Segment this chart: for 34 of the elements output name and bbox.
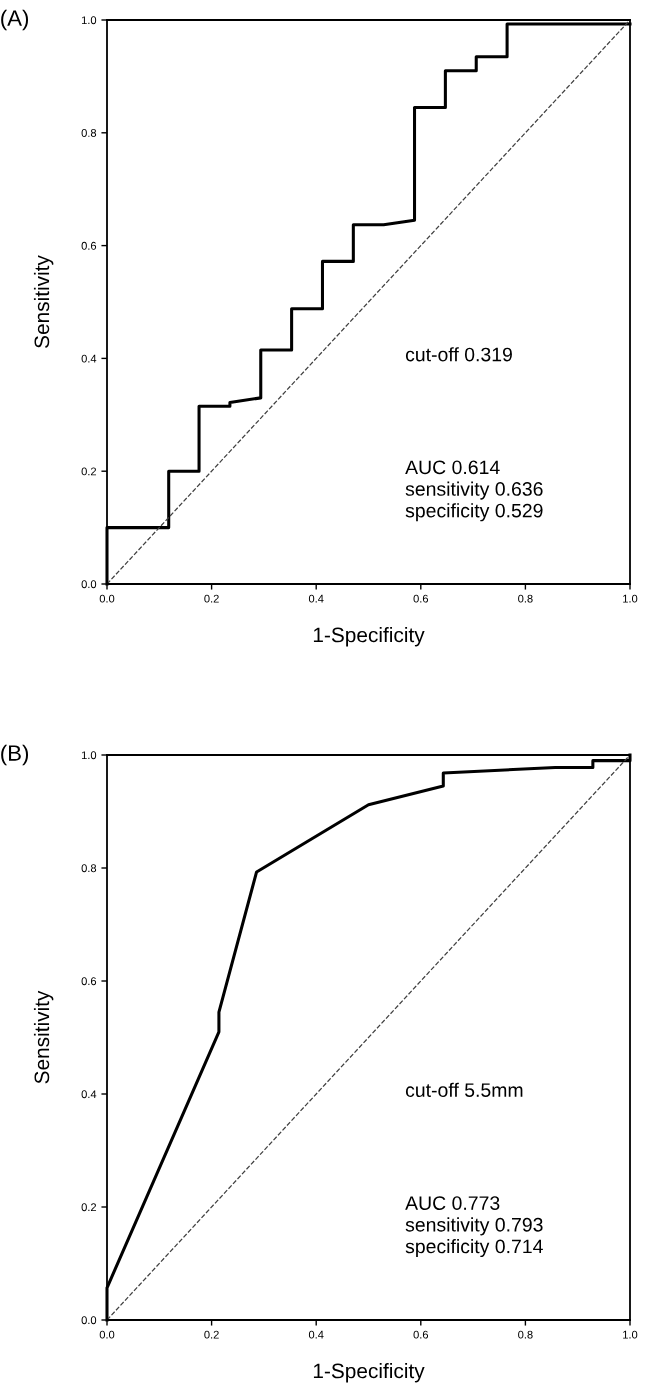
x-tick-label: 0.2 — [204, 1330, 219, 1339]
x-tick-label: 1.0 — [623, 594, 638, 603]
y-tick-label: 1.0 — [81, 16, 97, 25]
x-tick-label: 0.6 — [413, 1330, 429, 1339]
annotation: AUC 0.614 sensitivity 0.636 specificity 0.529 — [405, 460, 543, 522]
y-tick-label: 0.2 — [81, 467, 97, 476]
y-tick-label: 0.4 — [81, 354, 97, 363]
annotation: cut-off 0.319 — [405, 347, 512, 362]
y-tick-label: 0.6 — [81, 241, 97, 250]
x-tick-label: 0.4 — [308, 594, 324, 603]
y-tick-label: 1.0 — [81, 751, 97, 760]
y-tick-label: 0.6 — [81, 977, 97, 986]
y-tick-label: 0.8 — [81, 864, 97, 873]
x-axis-title: 1-Specificity — [313, 627, 425, 647]
y-tick-label: 0.0 — [81, 580, 97, 589]
chart-title: (B) — [1, 744, 29, 766]
x-tick-label: 0.8 — [518, 594, 533, 603]
x-tick-label: 0.0 — [99, 1330, 115, 1339]
y-tick-label: 0.4 — [81, 1090, 97, 1099]
x-tick-label: 0.0 — [99, 594, 115, 603]
annotation: AUC 0.773 sensitivity 0.793 specificity 0.714 — [405, 1196, 543, 1258]
x-axis-title: 1-Specificity — [313, 1363, 425, 1383]
x-tick-label: 0.6 — [413, 594, 429, 603]
y-tick-label: 0.2 — [81, 1203, 97, 1212]
x-tick-label: 0.4 — [308, 1330, 324, 1339]
annotation: cut-off 5.5mm — [405, 1082, 523, 1097]
chart-title: (A) — [1, 9, 29, 31]
x-tick-label: 1.0 — [623, 1330, 638, 1339]
y-axis-title: Sensitivity — [33, 990, 54, 1084]
y-tick-label: 0.0 — [81, 1316, 97, 1325]
y-tick-label: 0.8 — [81, 129, 97, 137]
y-axis-title: Sensitivity — [33, 255, 54, 348]
x-tick-label: 0.2 — [204, 594, 219, 603]
x-tick-label: 0.8 — [518, 1330, 533, 1339]
